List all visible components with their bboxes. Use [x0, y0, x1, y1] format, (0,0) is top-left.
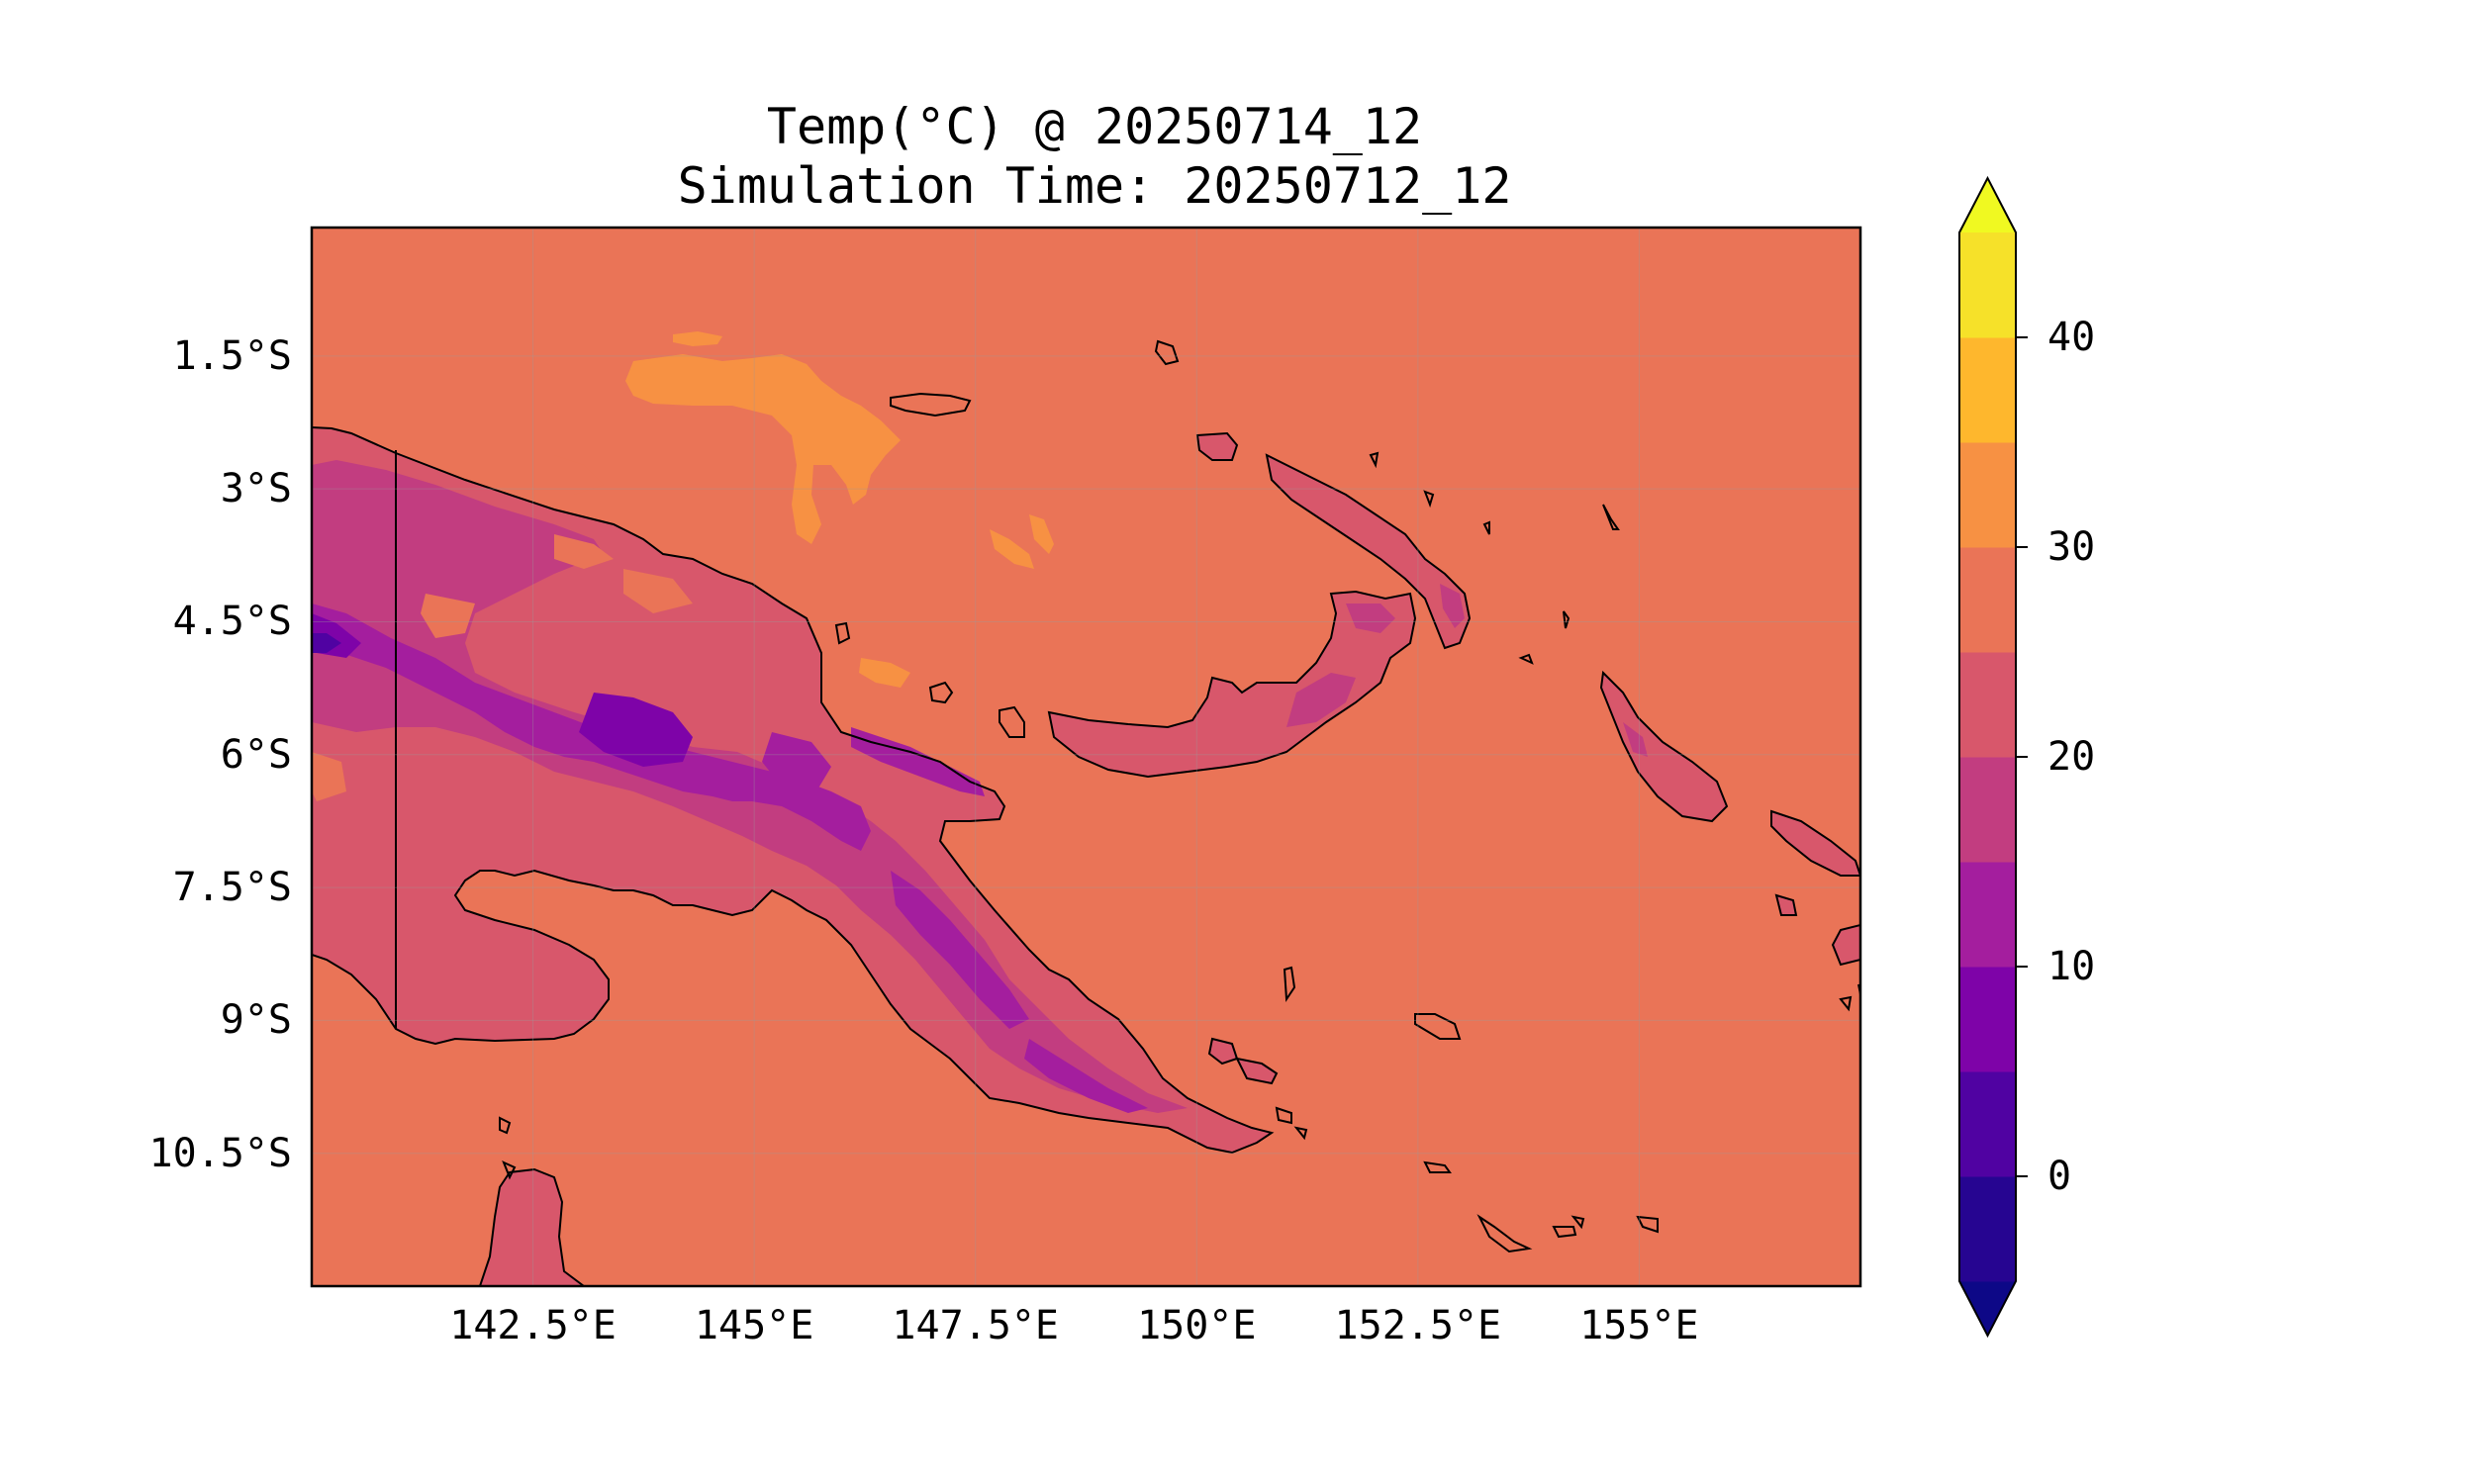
new-guinea-island: [312, 427, 1272, 1153]
colorbar: [1958, 175, 2028, 1339]
map-title: Temp(°C) @ 20250714_12: [766, 98, 1423, 155]
colorbar-level-swatch: [1959, 232, 2016, 338]
colorbar-outline: [1958, 175, 2017, 1339]
lon-tick-label: 142.5°E: [449, 1303, 617, 1348]
colorbar-level-swatch: [1959, 652, 2016, 758]
colorbar-tick-label: 30: [2047, 524, 2096, 570]
colorbar-level-swatch: [1959, 547, 2016, 653]
lon-tick-label: 145°E: [694, 1303, 814, 1348]
lat-tick-label: 9°S: [220, 997, 292, 1044]
dentrecasteaux-island: [1209, 1039, 1237, 1064]
lat-tick-label: 6°S: [220, 731, 292, 778]
map-subtitle: Simulation Time: 20250712_12: [677, 157, 1512, 215]
colorbar-level-swatch: [1959, 1071, 2016, 1177]
new-britain-island: [1049, 592, 1415, 777]
lon-tick-label: 155°E: [1579, 1303, 1699, 1348]
manus-area-island: [1197, 433, 1237, 460]
cape-york: [480, 1169, 584, 1286]
colorbar-level-swatch: [1959, 337, 2016, 443]
colorbar-level-swatch: [1959, 862, 2016, 968]
map-area: [312, 228, 1860, 1286]
lat-tick-label: 4.5°S: [172, 599, 292, 645]
colorbar-level-swatch: [1959, 442, 2016, 548]
lon-tick-label: 147.5°E: [892, 1303, 1059, 1348]
coastlines: [312, 339, 1860, 1286]
colorbar-over-arrow: [1959, 178, 2016, 232]
lon-tick-label: 150°E: [1137, 1303, 1257, 1348]
colorbar-level-swatch: [1959, 1176, 2016, 1282]
colorbar-tick-label: 10: [2047, 944, 2096, 989]
colorbar-level-swatch: [1959, 967, 2016, 1072]
colorbar-under-arrow: [1959, 1281, 2016, 1336]
colorbar-level-swatch: [1959, 757, 2016, 863]
colorbar-tick-label: 0: [2047, 1154, 2072, 1199]
new-ireland-island: [1267, 455, 1470, 648]
solomon-island-a: [1771, 811, 1860, 876]
map-gridlines: [312, 228, 1860, 1286]
lon-tick-label: 152.5°E: [1334, 1303, 1502, 1348]
lat-tick-label: 7.5°S: [172, 865, 292, 911]
lat-tick-label: 1.5°S: [172, 332, 292, 379]
lat-tick-label: 10.5°S: [148, 1130, 293, 1176]
warm-ocean-patches: [625, 331, 1054, 688]
lat-tick-label: 3°S: [220, 466, 292, 512]
colorbar-tick-label: 20: [2047, 734, 2096, 780]
map-frame: [310, 226, 1862, 1288]
solomon-island-b: [1833, 925, 1860, 965]
colorbar-tick-label: 40: [2047, 315, 2096, 360]
